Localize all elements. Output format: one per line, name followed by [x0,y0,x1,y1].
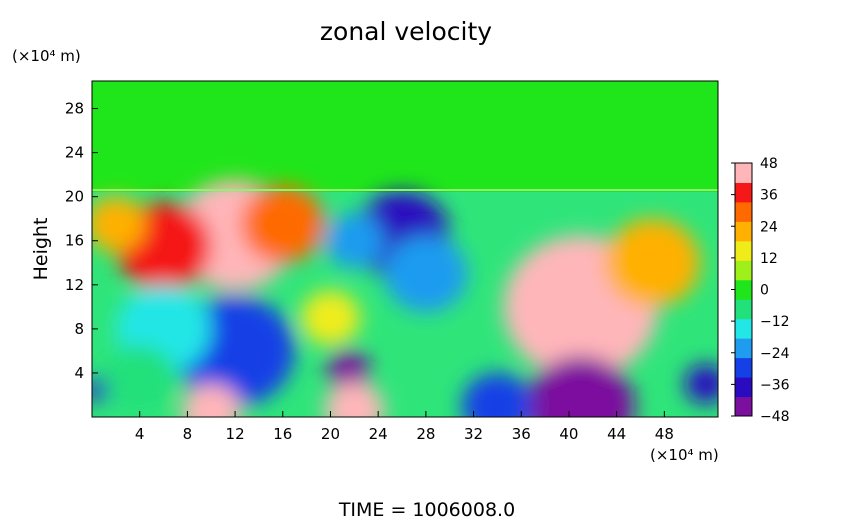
colorbar-label-12: 12 [760,251,778,267]
x-axis: 4 8 12 16 20 24 28 32 36 40 44 48 [135,411,674,443]
velocity-cell-15 [324,381,385,417]
colorbar-segment-2 [735,357,752,378]
plot-area [92,81,718,417]
colorbar-segment-11 [735,182,752,203]
x-tick-label-8: 8 [183,425,193,443]
velocity-cell-13 [461,372,534,417]
x-tick-label-36: 36 [512,425,531,443]
colorbar-segment-4 [735,318,752,339]
velocity-cell-18 [103,345,176,412]
colorbar: 48 36 24 12 0 −12 −24 −36 −48 [731,156,790,425]
x-tick-label-20: 20 [321,425,340,443]
colorbar-segment-5 [735,299,752,320]
y-tick-label-24: 24 [65,144,84,162]
velocity-cell-19 [300,290,361,346]
x-tick-label-28: 28 [416,425,435,443]
colorbar-label-0: 0 [760,283,769,299]
colorbar-segment-12 [735,163,752,183]
velocity-cell-5 [384,235,468,313]
colorbar-label-48: 48 [760,156,778,172]
velocity-cell-8 [604,218,701,307]
colorbar-segment-9 [735,221,752,242]
x-tick-label-48: 48 [655,425,674,443]
colorbar-label--12: −12 [760,314,790,330]
field-blobs [92,180,718,417]
colorbar-segment-6 [735,279,752,300]
x-tick-label-4: 4 [135,425,145,443]
x-tick-label-32: 32 [464,425,483,443]
x-unit-label: (×10⁴ m) [650,446,719,464]
velocity-cell-12 [527,356,635,417]
x-tick-label-44: 44 [607,425,626,443]
velocity-cell-11 [326,349,370,390]
y-tick-label-20: 20 [65,188,84,206]
x-tick-label-12: 12 [226,425,245,443]
y-axis-label: Height [30,218,52,281]
colorbar-segment-8 [735,240,752,261]
colorbar-segment-10 [735,201,752,222]
velocity-cell-3 [241,185,325,263]
colorbar-label-36: 36 [760,188,778,204]
colorbar-label-24: 24 [760,219,778,235]
chart-title: zonal velocity [320,17,492,46]
x-tick-label-16: 16 [273,425,292,443]
x-tick-label-40: 40 [559,425,578,443]
y-tick-label-4: 4 [74,364,84,382]
colorbar-label--36: −36 [760,377,790,393]
y-tick-label-12: 12 [65,276,84,294]
velocity-cell-6 [324,213,385,269]
colorbar-segment-0 [735,396,752,417]
x-tick-label-24: 24 [369,425,388,443]
colorbar-label--24: −24 [760,346,790,362]
colorbar-segment-7 [735,260,752,281]
y-tick-label-8: 8 [74,320,84,338]
velocity-cell-14 [181,383,242,417]
y-unit-label: (×10⁴ m) [12,47,81,65]
time-annotation: TIME = 1006008.0 [338,499,515,519]
y-tick-label-28: 28 [65,100,84,118]
y-axis: 4 8 12 16 20 24 28 [65,100,98,382]
colorbar-segment-1 [735,377,752,398]
colorbar-label--48: −48 [760,409,790,425]
velocity-cell-20 [92,196,146,252]
y-tick-label-16: 16 [65,232,84,250]
plot-frame [91,80,719,418]
velocity-cell-16 [684,364,718,404]
colorbar-segment-3 [735,338,752,359]
